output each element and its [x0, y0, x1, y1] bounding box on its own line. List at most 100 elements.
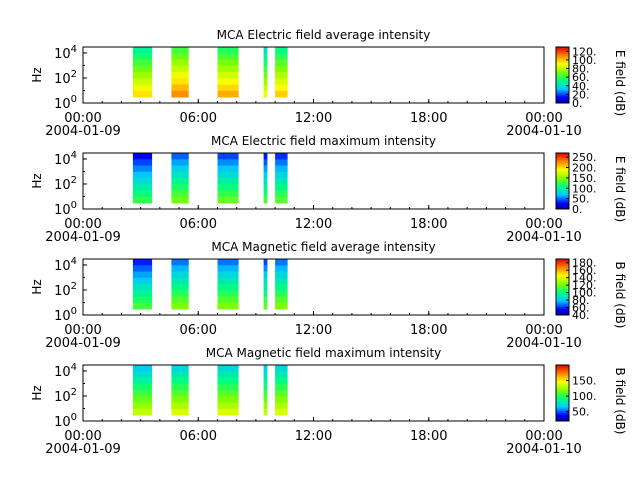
- spectrogram-cell: [132, 365, 153, 372]
- spectrogram-cell: [217, 383, 239, 391]
- spectrogram-cell: [132, 184, 153, 191]
- spectrogram-cell: [275, 390, 288, 397]
- colorbar-tick-label: 160.: [572, 264, 597, 277]
- spectrogram-cell: [171, 365, 189, 372]
- colorbar-tick-label: 50.: [572, 193, 590, 206]
- spectrogram-cell: [217, 302, 239, 310]
- colorbar-tick-label: 180.: [572, 257, 597, 270]
- x-tick-label: 06:00: [180, 111, 217, 126]
- panel-title: MCA Magnetic field maximum intensity: [206, 346, 442, 360]
- x-tick-label: 00:00: [64, 323, 101, 338]
- y-tick-label: 104: [54, 362, 77, 380]
- spectrogram-cell: [132, 296, 153, 304]
- spectrogram-cell: [171, 65, 189, 73]
- x-tick-label: 00:00: [64, 111, 101, 126]
- spectrogram-cell: [275, 265, 288, 272]
- spectrogram-cell: [217, 290, 239, 297]
- spectrogram-cell: [132, 390, 153, 397]
- spectrogram-cell: [275, 65, 288, 73]
- spectrogram-cell: [171, 72, 189, 79]
- spectrogram-cell: [217, 377, 239, 385]
- colorbar-gradient: [555, 364, 570, 422]
- colorbar: 0.20.40.60.80.100.120. E field (dB): [555, 45, 627, 116]
- spectrogram-cell: [263, 53, 268, 60]
- spectrogram-cell: [275, 153, 288, 160]
- spectrogram-cell: [132, 153, 153, 160]
- spectrogram-cell: [171, 196, 189, 204]
- x-tick-label: 18:00: [410, 429, 447, 444]
- colorbar-gradient: [555, 46, 570, 104]
- spectrogram-cell: [275, 377, 288, 385]
- x-tick-label: 00:00: [525, 429, 562, 444]
- spectrogram-cell: [275, 178, 288, 185]
- x-tick-label: 00:00: [525, 323, 562, 338]
- spectrogram-cell: [263, 377, 268, 385]
- y-tick-label: 102: [54, 69, 77, 87]
- colorbar-label: E field (dB): [613, 50, 627, 116]
- spectrogram-cell: [217, 171, 239, 179]
- panel-title: MCA Electric field average intensity: [217, 28, 431, 42]
- colorbar-label: B field (dB): [613, 368, 627, 435]
- colorbar-tick-label: 100.: [572, 182, 597, 195]
- spectrogram-cell: [132, 302, 153, 310]
- spectrogram-cell: [217, 371, 239, 378]
- spectrogram-cell: [132, 377, 153, 385]
- spectrogram-cell: [171, 59, 189, 67]
- spectrogram-cell: [171, 383, 189, 391]
- spectrogram-cell: [275, 59, 288, 67]
- spectrogram-cell: [171, 190, 189, 198]
- colorbar-tick-label: 80.: [572, 294, 590, 307]
- spectrogram-cell: [132, 165, 153, 173]
- spectrogram-cell: [263, 178, 268, 185]
- spectrogram-cell: [263, 165, 268, 173]
- colorbar-tick-label: 100.: [572, 287, 597, 300]
- x-tick-label: 18:00: [410, 323, 447, 338]
- spectrogram-cell: [171, 396, 189, 403]
- x-tick-label: 12:00: [295, 323, 332, 338]
- spectrogram-cell: [217, 402, 239, 410]
- spectrogram-cell: [263, 78, 268, 85]
- y-tick-label: 100: [54, 94, 77, 112]
- y-tick-label: 100: [54, 412, 77, 430]
- x-date-label: 2004-01-10: [506, 230, 582, 245]
- spectrogram-cell: [217, 178, 239, 185]
- spectrogram-cell: [132, 65, 153, 73]
- spectrogram-cell: [132, 59, 153, 67]
- x-date-label: 2004-01-09: [45, 124, 121, 139]
- y-axis-label: Hz: [30, 279, 44, 294]
- spectrogram-cell: [171, 184, 189, 191]
- y-tick-label: 104: [54, 150, 77, 168]
- spectrogram-cell: [132, 277, 153, 285]
- spectrogram-cell: [217, 47, 239, 54]
- spectrogram-cell: [132, 90, 153, 98]
- spectrogram-cell: [132, 178, 153, 185]
- spectrogram-cell: [263, 159, 268, 166]
- spectrogram-cell: [171, 53, 189, 60]
- spectrogram-cell: [275, 196, 288, 204]
- spectrogram-cell: [275, 78, 288, 85]
- colorbar-tick-label: 250.: [572, 151, 597, 164]
- plot-frame: [82, 258, 545, 316]
- spectrogram-cell: [132, 408, 153, 416]
- spectrogram-cell: [275, 159, 288, 166]
- spectrogram-cell: [275, 184, 288, 191]
- spectrogram-cell: [263, 284, 268, 291]
- spectrogram-cell: [263, 184, 268, 191]
- x-tick-label: 12:00: [295, 429, 332, 444]
- spectrogram-cell: [263, 296, 268, 304]
- spectrogram-cell: [263, 371, 268, 378]
- spectrogram-cell: [263, 271, 268, 279]
- spectrogram-cell: [132, 402, 153, 410]
- colorbar: 40.60.80.100.120.140.160.180. B field (dB…: [555, 257, 627, 328]
- spectrogram-cell: [171, 171, 189, 179]
- spectrogram-cell: [132, 265, 153, 272]
- y-axis-label: Hz: [30, 385, 44, 400]
- spectrogram-cell: [171, 265, 189, 272]
- colorbar-tick-label: 0.: [572, 97, 583, 110]
- colorbar-tick-label: 80.: [572, 63, 590, 76]
- spectrogram-cell: [171, 84, 189, 92]
- spectrogram-cell: [275, 47, 288, 54]
- spectrogram-cell: [217, 265, 239, 272]
- colorbar-tick-label: 40.: [572, 80, 590, 93]
- spectrogram-cell: [171, 178, 189, 185]
